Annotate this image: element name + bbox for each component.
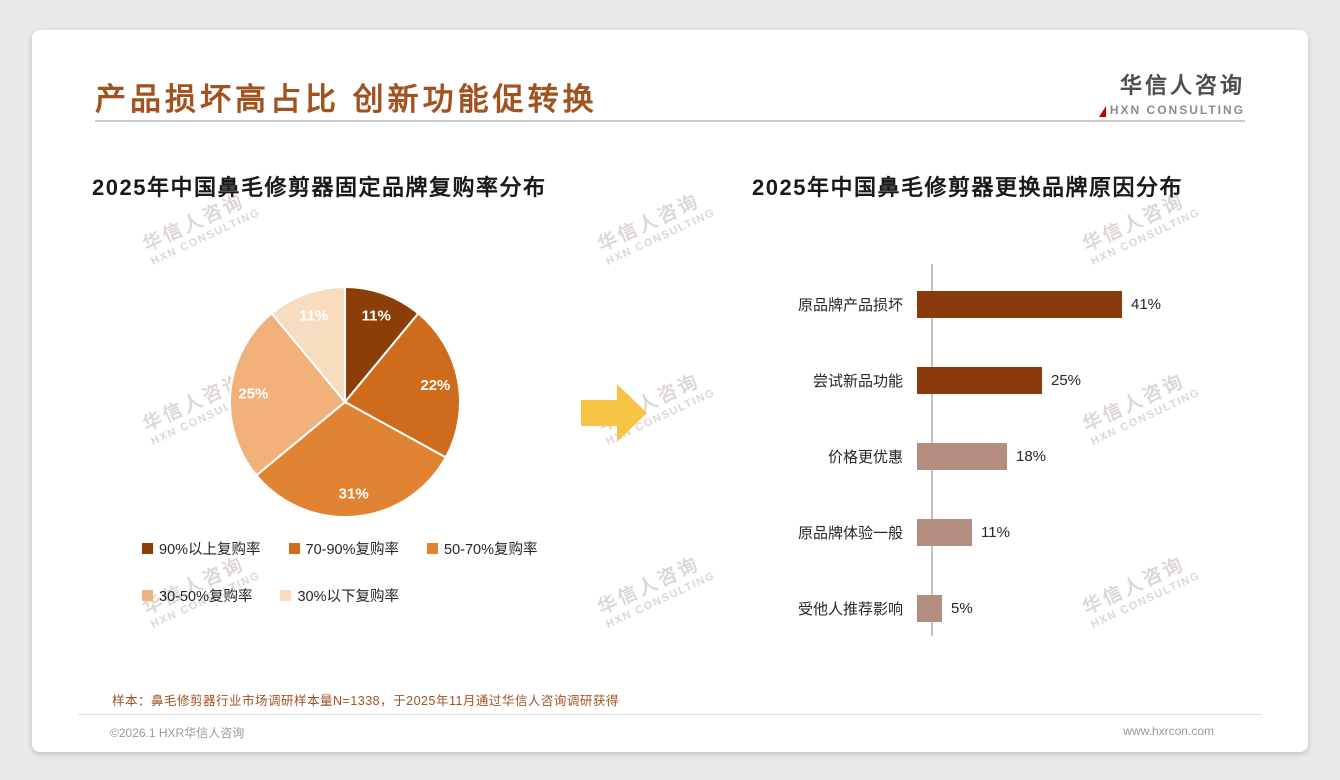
header-divider: [95, 120, 1245, 122]
legend-swatch: [142, 543, 153, 554]
bar-category-label: 原品牌产品损坏: [797, 296, 903, 314]
bar-category-label: 尝试新品功能: [812, 372, 903, 390]
logo-text-cn: 华信人咨询: [1119, 73, 1245, 98]
legend-label: 70-90%复购率: [305, 542, 400, 558]
bar: [917, 594, 942, 622]
pie-chart: 11% 22% 31% 25% 11%: [229, 285, 461, 518]
report-slide: 华信人咨询 HXN CONSULTING 华信人咨询 HXN CONSULTING 华信…: [32, 30, 1308, 752]
footer-url: www.hxrcon.com: [1123, 724, 1214, 738]
pie-slice-value-label: 31%: [339, 486, 369, 503]
watermark: 华信人咨询 HXN CONSULTING: [593, 545, 718, 631]
legend-item: 30%以下复购率: [280, 585, 399, 606]
bar: [917, 442, 1007, 470]
watermark-text-en: HXN CONSULTING: [149, 206, 263, 268]
footer-copyright: ©2026.1 HXR华信人咨询: [110, 726, 245, 740]
legend-label: 30%以下复购率: [297, 589, 400, 605]
bar-value-label: 25%: [1051, 371, 1082, 389]
logo-en-row: HXN CONSULTING: [1098, 103, 1245, 117]
bar-row: 受他人推荐影响 5%: [732, 570, 1161, 646]
bar-category-label: 价格更优惠: [827, 448, 903, 466]
bar-chart-title: 2025年中国鼻毛修剪器更换品牌原因分布: [752, 175, 1183, 200]
bar-row: 原品牌产品损坏 41%: [732, 266, 1161, 342]
pie-slice: [343, 311, 461, 459]
pie-slice-value-label: 25%: [238, 385, 268, 402]
bar-value-label: 18%: [1016, 447, 1047, 465]
legend-swatch: [142, 590, 153, 601]
page-title: 产品损坏高占比 创新功能促转换: [95, 82, 598, 117]
transition-arrow-icon: [581, 384, 647, 442]
watermark-text-cn: 华信人咨询: [594, 553, 704, 620]
legend-label: 50-70%复购率: [444, 542, 538, 558]
bar-category-label: 原品牌体验一般: [797, 524, 903, 542]
legend-swatch: [427, 543, 439, 554]
legend-label: 30-50%复购率: [159, 589, 253, 605]
pie-chart-title: 2025年中国鼻毛修剪器固定品牌复购率分布: [92, 175, 547, 200]
pie-slice: [254, 400, 448, 518]
watermark-text-en: HXN CONSULTING: [604, 206, 718, 268]
bar-row: 价格更优惠 18%: [732, 418, 1161, 494]
legend-item: 30-50%复购率: [142, 585, 252, 606]
watermark-text-cn: 华信人咨询: [594, 190, 704, 257]
pie-slice-value-label: 11%: [299, 307, 328, 324]
bar-row: 尝试新品功能 25%: [732, 342, 1161, 418]
pie-legend: 90%以上复购率 70-90%复购率 50-70%复购率 30-50%复购率 30%以下…: [142, 538, 538, 632]
legend-item: 90%以上复购率: [142, 538, 261, 559]
pie-slice: [270, 285, 346, 405]
legend-label: 90%以上复购率: [159, 542, 261, 558]
footer: ©2026.1 HXR华信人咨询 www.hxrcon.com: [78, 714, 1262, 741]
watermark-text-en: HXN CONSULTING: [1089, 206, 1203, 268]
pie-slice: [229, 311, 347, 477]
legend-item: 50-70%复购率: [427, 538, 538, 559]
watermark: 华信人咨询 HXN CONSULTING: [593, 182, 718, 268]
pie-slice-value-label: 11%: [362, 307, 391, 324]
bar-category-label: 受他人推荐影响: [797, 600, 903, 618]
watermark-text-en: HXN CONSULTING: [604, 569, 718, 631]
sample-note: 样本：鼻毛修剪器行业市场调研样本量N=1338，于2025年11月通过华信人咨询…: [112, 694, 619, 708]
legend-row: 90%以上复购率 70-90%复购率 50-70%复购率: [142, 538, 538, 559]
bar: [917, 518, 972, 546]
bar-value-label: 5%: [951, 599, 973, 617]
logo: 华信人咨询 HXN CONSULTING: [1098, 68, 1245, 117]
legend-swatch: [288, 543, 300, 554]
logo-mark-icon: [1098, 106, 1106, 117]
pie-slice-value-label: 22%: [420, 377, 450, 394]
legend-row: 30-50%复购率 30%以下复购率: [142, 585, 538, 606]
pie-slice: [344, 285, 420, 405]
bar-chart: 原品牌产品损坏 41% 尝试新品功能 25% 价格更优惠 18% 原品牌体验一般 11% 受他人…: [732, 266, 1161, 646]
bar: [917, 366, 1042, 394]
legend-item: 70-90%复购率: [288, 538, 400, 559]
legend-swatch: [280, 590, 292, 601]
logo-text-en: HXN CONSULTING: [1109, 103, 1245, 117]
bar-value-label: 11%: [981, 523, 1010, 541]
bar-row: 原品牌体验一般 11%: [732, 494, 1161, 570]
bar: [917, 290, 1122, 318]
bar-value-label: 41%: [1131, 295, 1162, 313]
